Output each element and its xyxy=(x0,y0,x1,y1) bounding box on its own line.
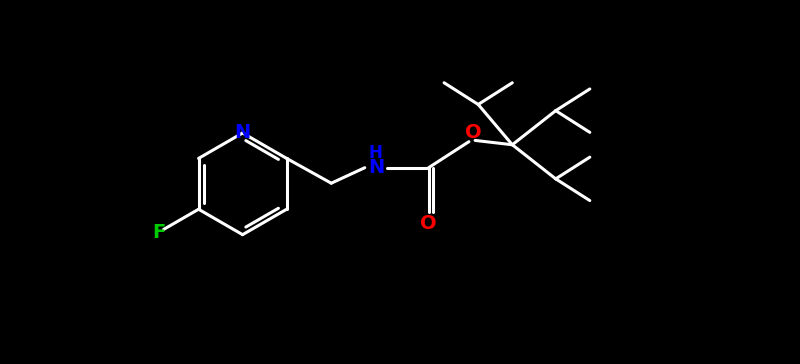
Text: O: O xyxy=(420,214,437,233)
Text: F: F xyxy=(152,223,166,242)
Text: N: N xyxy=(368,158,384,177)
Text: N: N xyxy=(234,123,250,142)
Text: O: O xyxy=(465,123,482,142)
Text: H: H xyxy=(369,145,383,162)
